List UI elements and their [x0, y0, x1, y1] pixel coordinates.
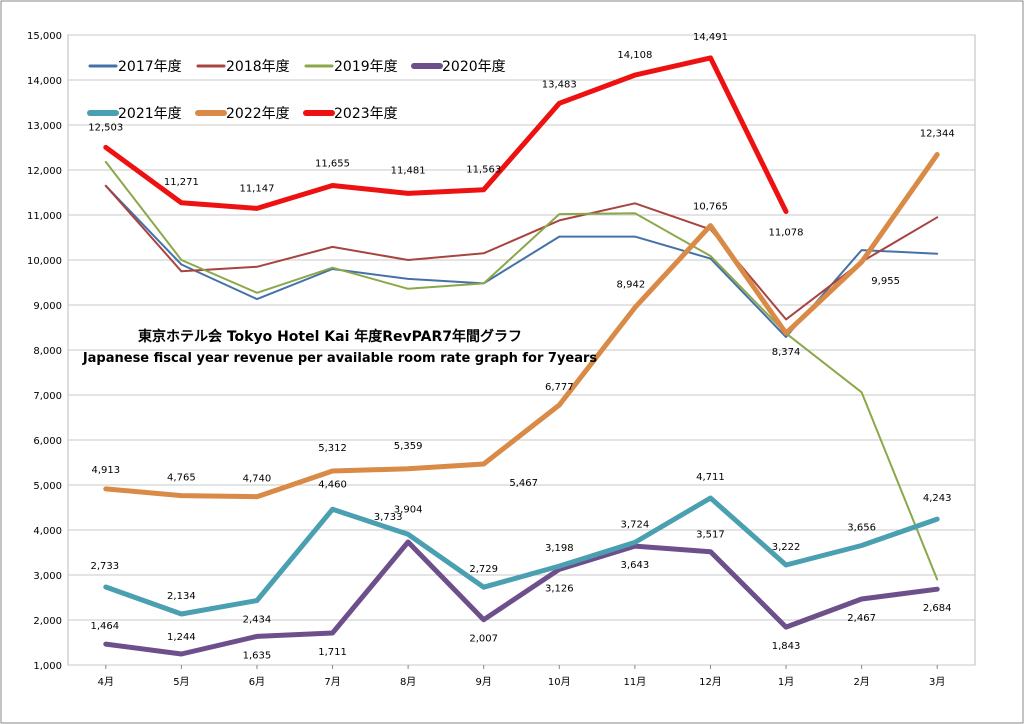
data-label: 11,147	[239, 183, 274, 194]
y-tick-label: 4,000	[33, 526, 62, 537]
x-tick-label: 7月	[324, 676, 340, 688]
chart-title: 東京ホテル会 Tokyo Hotel Kai 年度RevPAR7年間グラフ	[138, 328, 522, 345]
series-line-2022年度	[103, 152, 940, 500]
y-tick-label: 14,000	[27, 76, 62, 87]
x-tick-label: 4月	[98, 676, 114, 688]
data-label: 1,464	[90, 621, 119, 632]
data-label: 11,655	[315, 159, 350, 170]
x-tick-label: 8月	[400, 676, 416, 688]
data-label: 1,244	[167, 632, 196, 643]
x-tick-label: 12月	[699, 676, 722, 688]
y-tick-label: 8,000	[33, 346, 62, 357]
data-label: 14,108	[617, 50, 652, 61]
legend-label: 2023年度	[334, 106, 398, 122]
data-label: 3,643	[621, 560, 650, 571]
series-lines	[103, 55, 940, 657]
y-tick-label: 7,000	[33, 391, 62, 402]
x-tick-label: 6月	[249, 676, 265, 688]
y-tick-label: 5,000	[33, 481, 62, 492]
data-label: 9,955	[871, 276, 900, 287]
data-label: 11,271	[164, 177, 199, 188]
data-label: 2,684	[923, 603, 952, 614]
data-label: 14,491	[693, 32, 728, 43]
y-tick-label: 3,000	[33, 571, 62, 582]
data-label: 3,222	[772, 542, 801, 553]
data-label: 1,711	[318, 647, 347, 658]
legend: 2017年度 2018年度 2019年度 2020年度 2021年度 2022年度 2023…	[87, 59, 506, 122]
data-label: 2,467	[847, 613, 876, 624]
data-label: 3,517	[696, 530, 725, 541]
data-label: 13,483	[542, 79, 577, 90]
data-label: 4,740	[243, 474, 272, 485]
series-line-2021年度	[103, 495, 940, 617]
data-label: 6,777	[545, 382, 574, 393]
data-label: 8,374	[772, 347, 801, 358]
data-label: 3,126	[545, 583, 574, 594]
data-label: 1,635	[243, 650, 272, 661]
data-label: 4,243	[923, 493, 952, 504]
data-label: 3,904	[394, 504, 423, 515]
y-tick-label: 10,000	[27, 256, 62, 267]
data-label: 3,733	[374, 512, 403, 523]
data-label: 3,198	[545, 543, 574, 554]
series-line-2018年度	[104, 184, 939, 321]
data-label: 4,711	[696, 472, 725, 483]
data-label: 1,843	[772, 641, 801, 652]
data-label: 4,765	[167, 473, 196, 484]
legend-label: 2021年度	[118, 106, 182, 122]
x-tick-label: 9月	[476, 676, 492, 688]
y-tick-label: 12,000	[27, 166, 62, 177]
legend-label: 2018年度	[226, 59, 290, 75]
data-label: 2,434	[243, 614, 272, 625]
legend-label: 2022年度	[226, 106, 290, 122]
data-labels: 1,464 1,244 1,635 1,711 3,733 2,007 3,126 3,643…	[88, 32, 954, 662]
y-tick-label: 13,000	[27, 121, 62, 132]
legend-label: 2020年度	[442, 59, 506, 75]
data-label: 2,134	[167, 591, 196, 602]
x-tick-label: 5月	[173, 676, 189, 688]
series-line-2019年度	[104, 160, 939, 581]
data-label: 4,913	[91, 465, 120, 476]
data-label: 5,312	[318, 443, 347, 454]
data-label: 8,942	[617, 280, 646, 291]
x-tick-label: 11月	[624, 676, 647, 688]
x-tick-label: 10月	[548, 676, 571, 688]
data-label: 3,656	[847, 522, 876, 533]
data-label: 5,359	[394, 441, 423, 452]
data-label: 11,078	[769, 227, 804, 238]
x-tick-label: 3月	[929, 676, 945, 688]
data-label: 4,460	[318, 479, 347, 490]
x-tick-label: 1月	[778, 676, 794, 688]
x-axis: 4月 5月 6月 7月 8月 9月 10月 11月 12月 1月 2月 3月	[98, 665, 945, 688]
y-tick-label: 2,000	[33, 616, 62, 627]
legend-label: 2019年度	[334, 59, 398, 75]
x-tick-label: 2月	[853, 676, 869, 688]
data-label: 5,467	[509, 478, 538, 489]
data-label: 11,481	[391, 165, 426, 176]
series-line-2023年度	[103, 55, 789, 214]
y-tick-label: 6,000	[33, 436, 62, 447]
data-label: 10,765	[693, 202, 728, 213]
y-tick-label: 9,000	[33, 301, 62, 312]
chart-subtitle: Japanese fiscal year revenue per availab…	[82, 351, 598, 366]
data-label: 11,563	[466, 165, 501, 176]
data-label: 2,729	[469, 564, 498, 575]
legend-label: 2017年度	[118, 59, 182, 75]
y-tick-label: 15,000	[27, 31, 62, 42]
data-label: 12,344	[920, 129, 955, 140]
data-label: 12,503	[88, 122, 123, 133]
y-tick-label: 1,000	[33, 661, 62, 672]
y-tick-label: 11,000	[27, 211, 62, 222]
data-label: 3,724	[621, 519, 650, 530]
series-line-2020年度	[103, 539, 940, 657]
data-label: 2,007	[469, 634, 498, 645]
data-label: 2,733	[90, 561, 119, 572]
y-axis: 1,000 2,000 3,000 4,000 5,000 6,000 7,000 8,000…	[27, 31, 62, 672]
